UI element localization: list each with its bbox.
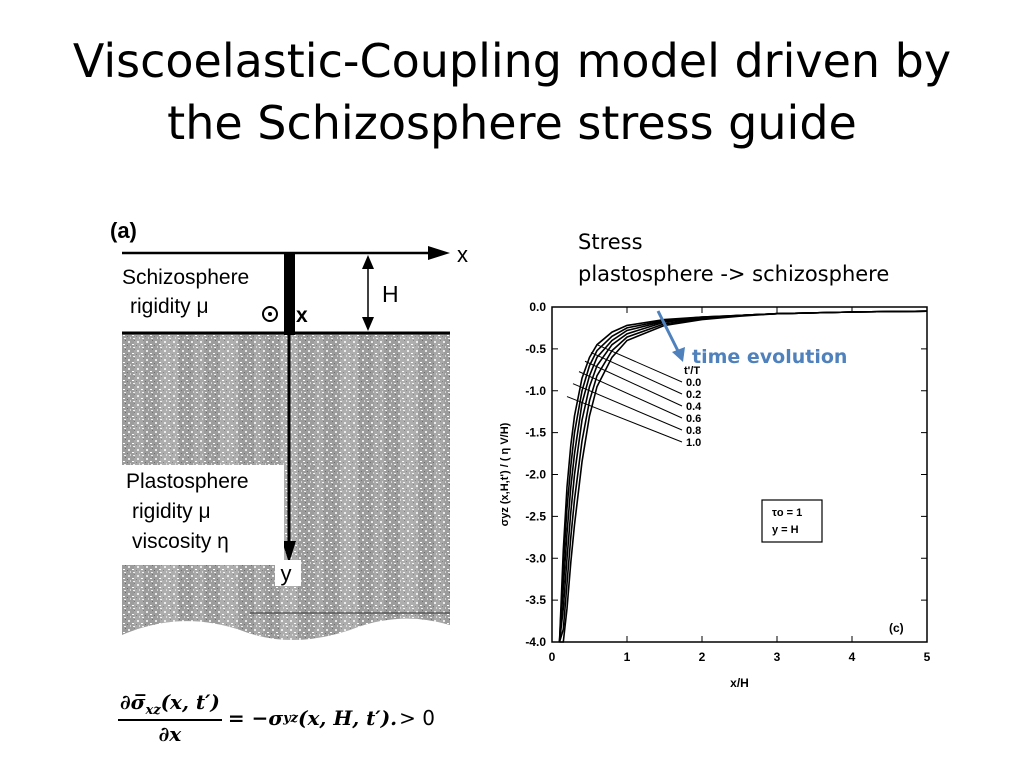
x-axis-title: x/H: [730, 676, 749, 690]
param-box-text: τo = 1: [772, 507, 802, 519]
dim-arrow-up: [362, 255, 374, 269]
equation-fraction: ∂σ̅xz(x, t′) ∂x: [118, 690, 222, 746]
title-line-2: the Schizosphere stress guide: [167, 96, 857, 150]
y-tick-label: 0.0: [529, 300, 546, 314]
legend-leader-line: [572, 383, 683, 431]
stress-note-line-2: plastosphere -> schizosphere: [578, 262, 890, 286]
plastosphere-rigidity: rigidity μ: [132, 500, 211, 523]
schizosphere-label: Schizosphere: [122, 266, 249, 289]
time-evolution-arrow-shaft: [656, 310, 682, 356]
x-tick-label: 4: [849, 650, 856, 664]
legend-entry: 0.8: [686, 425, 701, 437]
y-tick-label: -2.5: [525, 509, 546, 523]
stress-note-line-1: Stress: [578, 230, 643, 254]
thickness-label: H: [382, 281, 399, 307]
equation-denominator: ∂x: [158, 722, 182, 746]
plastosphere-label-bg: [122, 465, 284, 565]
legend-title: t'/T: [684, 365, 700, 377]
numerator-symbol: ∂σ̅: [120, 690, 146, 714]
time-evolution-arrow: [656, 310, 685, 362]
stress-note: Stress plastosphere -> schizosphere: [578, 226, 889, 290]
param-box-text: y = H: [772, 524, 799, 536]
x-tick-label: 3: [774, 650, 781, 664]
legend-leader-line: [590, 352, 683, 395]
y-axis-arrowhead: [282, 541, 296, 563]
legend-entry: 0.6: [686, 413, 701, 425]
y-tick-label: -4.0: [525, 635, 546, 649]
schizosphere-rigidity: rigidity μ: [130, 295, 209, 318]
panel-label-a: (a): [110, 218, 137, 243]
y-tick-label: -3.0: [525, 551, 546, 565]
x-axis-arrowhead: [428, 246, 450, 260]
equation-inequality: > 0: [399, 706, 435, 730]
time-evolution-arrowhead: [672, 347, 685, 362]
equation-rhs-subscript: yz: [283, 710, 299, 726]
series-line-1-0: [559, 310, 928, 643]
plastosphere-label: Plastosphere: [126, 470, 249, 493]
y-tick-label: -1.0: [525, 384, 546, 398]
figure-c-chart: 0 1 2 3 4 5 0.0 -0.5 -1.0 -1.5 -2.0 -2.5 -3.0 -3.5 -4.…: [499, 300, 931, 690]
x-tick-label: 1: [624, 650, 631, 664]
out-of-plane-dot: [268, 312, 272, 316]
time-evolution-label: time evolution: [692, 346, 848, 368]
numerator-subscript: xz: [145, 703, 161, 718]
dim-arrow-down: [362, 317, 374, 331]
x-tick-label: 5: [924, 650, 931, 664]
boundary-equation: ∂σ̅xz(x, t′) ∂x = −σ yz (x, H, t′). > 0: [118, 688, 435, 748]
x-tick-label: 0: [549, 650, 556, 664]
legend-leader-line: [566, 396, 683, 443]
out-of-plane-icon: [262, 306, 278, 322]
y-tick-label: -3.5: [525, 593, 546, 607]
legend-leader-line: [596, 344, 683, 383]
figure-a-schematic: (a) x y H Schizosphere rigidity μ x Plas…: [110, 218, 468, 640]
legend-entry: 0.0: [686, 377, 701, 389]
x-tick-label: 2: [699, 650, 706, 664]
y-axis-title: σyz (x,H,t') / ( η V/H): [499, 422, 511, 526]
out-of-plane-x-label: x: [296, 304, 308, 327]
y-tick-label: -0.5: [525, 342, 546, 356]
y-tick-label: -1.5: [525, 426, 546, 440]
y-tick-label: -2.0: [525, 468, 546, 482]
equation-rhs-args: (x, H, t′).: [298, 706, 398, 730]
legend-entry: 1.0: [686, 437, 701, 449]
slide-title: Viscoelastic-Coupling model driven by th…: [0, 30, 1024, 154]
legend-entry: 0.2: [686, 389, 701, 401]
y-axis-label: y: [281, 561, 292, 586]
x-axis-label: x: [457, 242, 468, 267]
equation-rhs: = −σ: [227, 706, 284, 730]
plastosphere-viscosity: viscosity η: [132, 530, 229, 553]
legend-entry: 0.4: [686, 401, 702, 413]
legend-leader-line: [584, 360, 683, 407]
title-line-1: Viscoelastic-Coupling model driven by: [72, 34, 952, 88]
numerator-args: (x, t′): [160, 690, 220, 714]
legend-leader-line: [578, 371, 683, 419]
equation-numerator: ∂σ̅xz(x, t′): [118, 690, 222, 721]
fault-plane: [284, 253, 295, 335]
panel-label-c: (c): [889, 621, 904, 635]
param-box: [761, 499, 823, 543]
